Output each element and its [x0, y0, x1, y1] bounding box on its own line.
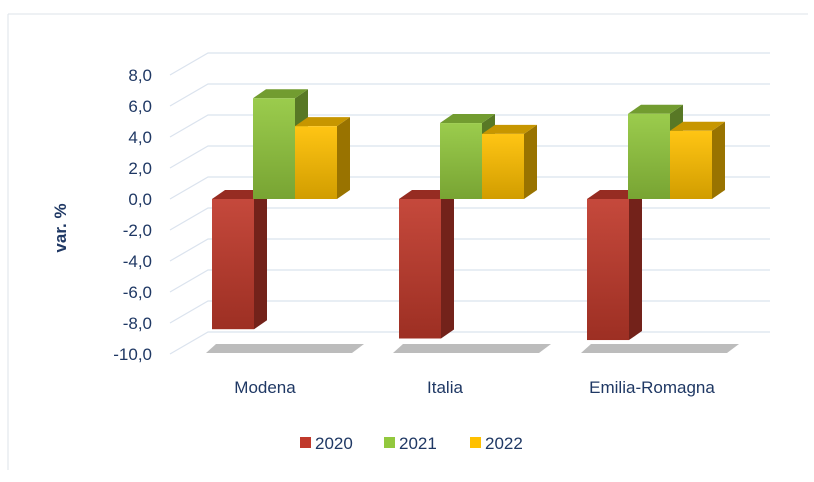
bar-2021-emilia-romagna [628, 104, 683, 199]
y-tick-label: 6,0 [128, 97, 152, 116]
gridline [169, 300, 770, 324]
bar-top [440, 114, 495, 124]
y-tick-label: 0,0 [128, 190, 152, 209]
y-tick-label: 4,0 [128, 128, 152, 147]
chart-frame [7, 13, 808, 470]
bar-front [482, 133, 524, 199]
bar-top [670, 121, 725, 131]
gridline [169, 52, 770, 76]
legend-swatch [470, 437, 481, 448]
y-tick-label: -8,0 [123, 314, 152, 333]
legend-label: 2020 [315, 434, 353, 453]
bar-front [399, 199, 441, 339]
bar-side [441, 190, 454, 339]
bar-side [254, 190, 267, 330]
y-tick-label: -2,0 [123, 221, 152, 240]
bar-front [670, 130, 712, 199]
bar-front [295, 126, 337, 199]
legend-label: 2022 [485, 434, 523, 453]
bar-front [440, 123, 482, 199]
bar-2020-modena [212, 190, 267, 330]
gridline [169, 83, 770, 107]
y-axis-label: var. % [51, 203, 70, 252]
legend-swatch [384, 437, 395, 448]
bar-2022-italia [482, 124, 537, 199]
legend-swatch [300, 437, 311, 448]
bar-front [628, 113, 670, 199]
legend-label: 2021 [399, 434, 437, 453]
y-tick-label: -10,0 [113, 345, 152, 364]
y-tick-label: 2,0 [128, 159, 152, 178]
floor-shadow [393, 344, 551, 353]
bar-side [629, 190, 642, 341]
gridline [169, 238, 770, 262]
bar-front [253, 98, 295, 199]
legend-item-2020: 2020 [300, 434, 353, 453]
bar-side [337, 117, 350, 199]
bar-top [482, 124, 537, 134]
x-tick-label: Italia [427, 378, 463, 397]
bar-side [524, 124, 537, 199]
legend: 2020 2021 2022 [300, 434, 523, 453]
x-tick-labels: Modena Italia Emilia-Romagna [234, 378, 715, 397]
floor-shadow [581, 344, 739, 353]
x-tick-label: Emilia-Romagna [589, 378, 715, 397]
gridline [169, 114, 770, 138]
y-tick-label: -4,0 [123, 252, 152, 271]
bar-2020-italia [399, 190, 454, 339]
gridline [169, 331, 770, 355]
gridline [169, 269, 770, 293]
bar-top [628, 104, 683, 114]
gridline [169, 145, 770, 169]
legend-item-2021: 2021 [384, 434, 437, 453]
y-tick-label: 8,0 [128, 66, 152, 85]
legend-item-2022: 2022 [470, 434, 523, 453]
y-tick-label: -6,0 [123, 283, 152, 302]
bar-top [253, 89, 308, 99]
gridline [169, 207, 770, 231]
bar-front [587, 199, 629, 341]
bar-2022-emilia-romagna [670, 121, 725, 199]
floor-shadow [206, 344, 364, 353]
bar-2020-emilia-romagna [587, 190, 642, 341]
y-tick-labels: 8,0 6,0 4,0 2,0 0,0 -2,0 -4,0 -6,0 -8,0 -10,0 [113, 66, 152, 364]
x-tick-label: Modena [234, 378, 296, 397]
bar-2022-modena [295, 117, 350, 199]
floor-shadows [206, 344, 739, 353]
bar-front [212, 199, 254, 330]
gridlines [169, 52, 770, 355]
bar-top [295, 117, 350, 127]
gridline [169, 176, 770, 200]
bar-side [712, 121, 725, 199]
bars [212, 89, 725, 341]
